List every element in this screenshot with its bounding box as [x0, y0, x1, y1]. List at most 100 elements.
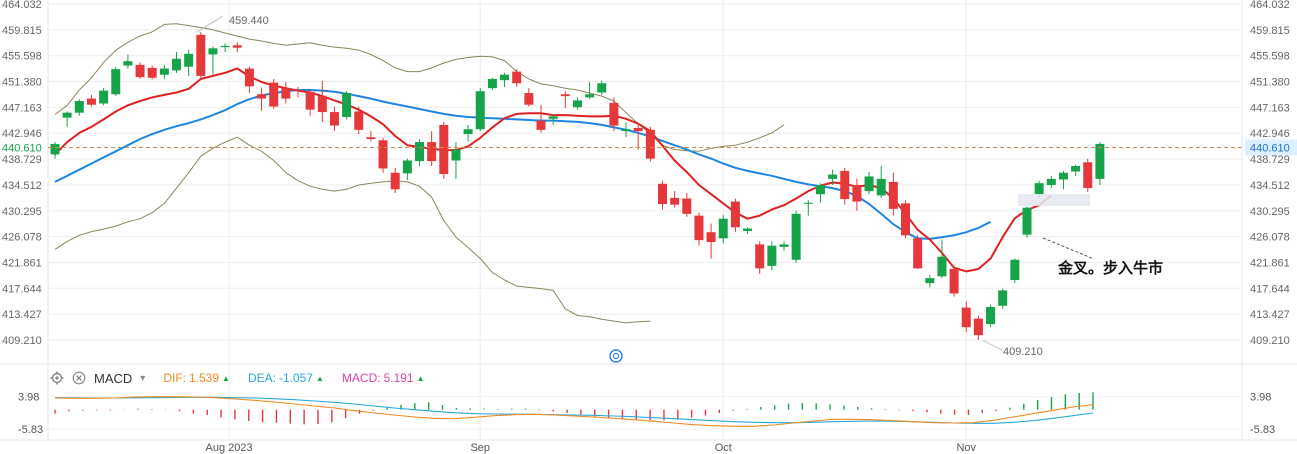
y-tick-label-left: 417.644	[2, 283, 42, 295]
macd-value: 5.191	[383, 371, 414, 385]
candle-body	[597, 83, 607, 93]
candle-body	[427, 142, 437, 162]
y-tick-label-right: 409.210	[1250, 335, 1290, 347]
macd-y-tick-right: 3.98	[1250, 391, 1271, 403]
indicator-name[interactable]: MACD	[94, 370, 133, 386]
last-price-label-left: 440.610	[2, 143, 42, 155]
candle-body	[803, 202, 813, 204]
candle-body	[147, 67, 157, 78]
price-axis: 464.032 464.032 459.815 459.815 455.598 455.5…	[2, 0, 1290, 347]
candle-body	[1010, 259, 1020, 280]
candle-body	[815, 184, 825, 195]
candle-body	[281, 88, 291, 99]
candle-body	[475, 91, 485, 130]
candle-body	[159, 68, 169, 75]
macd-readout: MACD: 5.191 ▲	[342, 371, 425, 385]
y-tick-label-left: 413.427	[2, 309, 42, 321]
up-arrow-icon: ▲	[222, 373, 230, 383]
y-tick-label-right: 451.380	[1250, 77, 1290, 89]
period-low-label: 409.210	[1003, 346, 1043, 358]
moving-averages	[54, 67, 1052, 273]
y-tick-label-left: 455.598	[2, 51, 42, 63]
annotation-arrow	[1042, 237, 1095, 260]
candle-body	[244, 68, 254, 87]
candle-body	[840, 170, 850, 200]
last-price-label-right: 440.610	[1250, 143, 1290, 155]
target-icon-ring	[609, 349, 623, 363]
dif-label: DIF:	[163, 371, 186, 385]
candle-body	[1058, 172, 1068, 180]
candle-body	[973, 318, 983, 336]
candle-body	[512, 71, 522, 84]
candle-body	[658, 183, 667, 204]
upper-band-line	[54, 23, 785, 152]
candle-body	[439, 124, 449, 174]
candle-body	[925, 278, 935, 284]
candle-body	[767, 245, 777, 266]
y-tick-label-left: 438.729	[2, 154, 42, 166]
macd-label: MACD:	[341, 371, 381, 385]
candle-body	[548, 116, 558, 119]
candle-body	[961, 307, 971, 328]
y-tick-label-left: 459.815	[2, 25, 42, 37]
dea-line	[54, 396, 1094, 424]
y-tick-label-left: 426.078	[2, 232, 42, 244]
x-tick-label: Sep	[470, 442, 490, 454]
candle-body	[293, 90, 303, 92]
last-price-tag-right	[1245, 139, 1297, 156]
y-tick-label-right: 434.512	[1250, 180, 1290, 192]
candle-body	[852, 184, 862, 202]
candle-body	[172, 58, 181, 71]
dea-label: DEA:	[247, 371, 276, 385]
candle-body	[755, 244, 765, 269]
y-tick-label-left: 434.512	[2, 180, 42, 192]
candle-body	[111, 69, 121, 95]
candle-body	[1046, 178, 1056, 185]
high-marker-line	[196, 15, 224, 33]
candle-body	[779, 244, 789, 247]
y-tick-label-right: 442.946	[1250, 128, 1290, 140]
annotation-text: 金叉。步入牛市	[1057, 259, 1163, 277]
candle-body	[378, 140, 388, 169]
candle-body	[354, 111, 364, 130]
fast-ma-line	[54, 67, 1052, 273]
y-tick-label-right: 459.815	[1250, 25, 1290, 37]
candle-body	[1095, 143, 1105, 179]
candle-body	[196, 34, 206, 76]
candle-body	[232, 45, 242, 48]
candle-body	[682, 198, 692, 214]
y-tick-label-left: 409.210	[2, 335, 42, 347]
time-axis: Aug 2023 Sep Oct Nov	[206, 442, 977, 454]
settings-gear-icon[interactable]	[50, 371, 64, 385]
y-tick-label-right: 438.729	[1250, 154, 1290, 166]
candle-body	[743, 228, 753, 231]
candle-body	[536, 120, 546, 130]
candle-body	[1022, 207, 1032, 235]
dif-line	[54, 396, 1094, 427]
candle-body	[135, 64, 145, 78]
close-circle-icon[interactable]	[72, 371, 86, 385]
lower-band-line	[54, 136, 651, 324]
candle-body	[86, 98, 96, 105]
last-price-tag-left	[0, 140, 46, 155]
candle-body	[585, 94, 595, 98]
slow-ma-line	[54, 89, 992, 240]
chevron-down-icon[interactable]: ▾	[140, 372, 146, 384]
dea-value: -1.057	[278, 371, 313, 385]
candle-body	[1034, 183, 1044, 195]
target-icon	[609, 349, 623, 363]
candle-body	[1083, 162, 1093, 189]
macd-y-tick-left: -5.83	[18, 424, 43, 436]
target-icon-core	[612, 352, 620, 360]
candlesticks	[50, 32, 1105, 340]
y-tick-label-left: 430.295	[2, 206, 42, 218]
candle-body	[913, 238, 923, 269]
candle-body	[463, 129, 473, 135]
y-tick-label-right: 421.861	[1250, 257, 1290, 269]
candle-body	[329, 112, 339, 126]
highlight-box	[1018, 194, 1090, 206]
candle-body	[50, 143, 60, 155]
x-tick-label: Aug 2023	[206, 442, 253, 454]
dif-readout: DIF: 1.539 ▲	[163, 371, 230, 385]
candle-body	[220, 45, 230, 48]
